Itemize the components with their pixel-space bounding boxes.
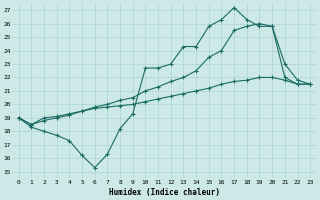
- X-axis label: Humidex (Indice chaleur): Humidex (Indice chaleur): [109, 188, 220, 197]
